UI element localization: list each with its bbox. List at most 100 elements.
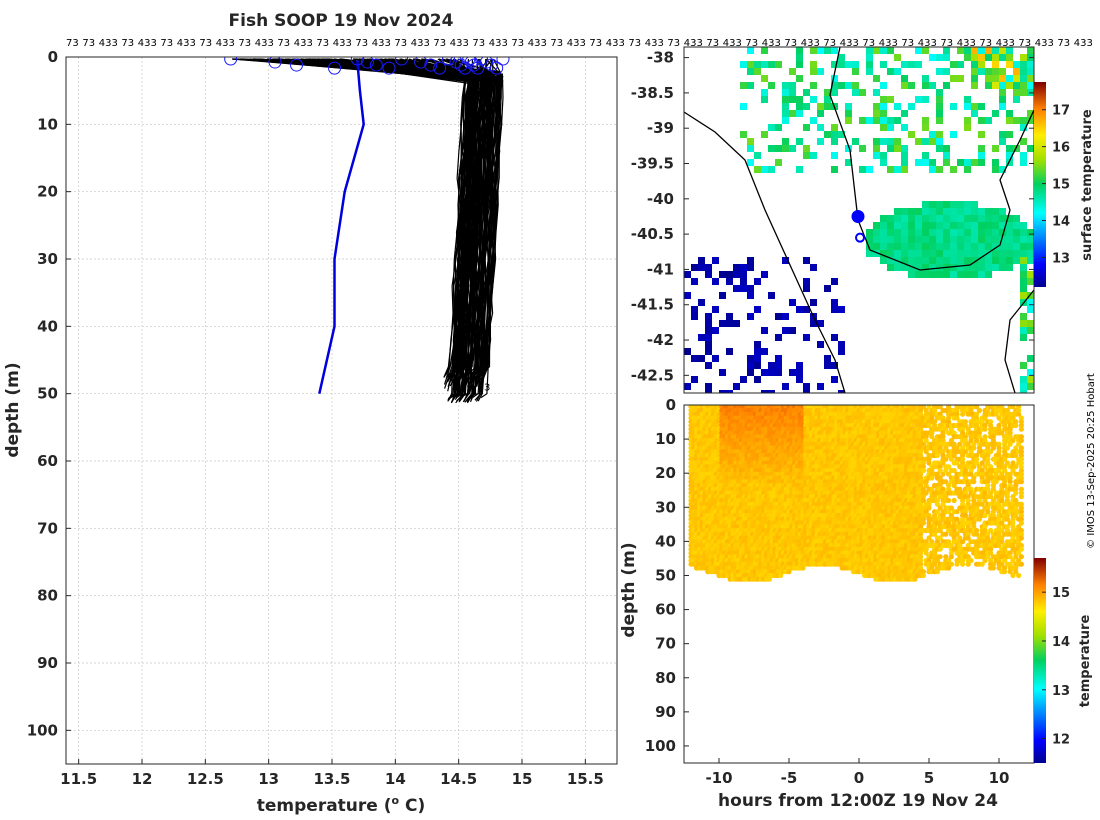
black-profile-line	[252, 58, 486, 379]
sst-pixel	[929, 54, 936, 61]
sst-pixel	[796, 75, 803, 82]
sst-pixel	[810, 61, 817, 68]
section-sample	[923, 509, 929, 515]
sst-pixel	[894, 222, 901, 229]
black-profile-line	[294, 58, 474, 398]
sst-pixel	[971, 54, 978, 61]
sst-pixel	[768, 166, 775, 173]
sst-pixel	[915, 250, 922, 257]
sst-pixel	[957, 47, 964, 54]
sst-pixel	[726, 271, 733, 278]
sst-pixel	[929, 208, 936, 215]
sst-pixel	[1006, 61, 1013, 68]
sst-pixel	[803, 152, 810, 159]
section-sample	[923, 407, 929, 414]
sst-pixel	[803, 306, 810, 313]
section-sample	[926, 505, 932, 511]
sst-pixel	[901, 222, 908, 229]
surface-marker	[360, 57, 374, 69]
section-sample	[923, 449, 929, 455]
sst-pixel	[726, 313, 733, 320]
sst-pixel	[922, 208, 929, 215]
sst-pixel	[908, 243, 915, 250]
sst-pixel	[754, 278, 761, 285]
sst-pixel	[943, 236, 950, 243]
section-sample	[934, 497, 941, 504]
sst-pixel	[922, 250, 929, 257]
black-profile-line	[278, 58, 471, 387]
sst-pixel	[754, 362, 761, 369]
sst-pixel	[887, 243, 894, 250]
sst-pixel	[1013, 145, 1020, 152]
sst-pixel	[775, 145, 782, 152]
sst-pixel	[915, 222, 922, 229]
section-sample	[920, 569, 927, 575]
sst-pixel	[915, 208, 922, 215]
sst-pixel	[733, 320, 740, 327]
sst-pixel	[789, 89, 796, 96]
black-profile-line	[278, 58, 492, 394]
profile-grid	[66, 56, 617, 764]
sst-pixel	[936, 236, 943, 243]
sst-pixel	[775, 313, 782, 320]
sst-pixel	[831, 334, 838, 341]
sst-pixel	[852, 68, 859, 75]
sst-pixel	[950, 75, 957, 82]
sst-pixel	[950, 215, 957, 222]
sst-pixel	[880, 152, 887, 159]
profile-x-tick-label: 15.5	[567, 770, 604, 788]
sst-pixel	[1013, 61, 1020, 68]
sst-pixel	[859, 89, 866, 96]
profile-x-tick-label: 14.5	[440, 770, 477, 788]
sst-pixel	[824, 89, 831, 96]
sst-pixel	[894, 145, 901, 152]
sst-pixel	[964, 47, 971, 54]
sst-pixel	[985, 257, 992, 264]
sst-pixel	[817, 341, 824, 348]
sst-pixel	[775, 369, 782, 376]
section-sample	[937, 520, 943, 526]
sst-pixel	[964, 159, 971, 166]
sst-pixel	[1020, 327, 1027, 334]
section-sample	[923, 434, 929, 440]
sst-pixel	[684, 348, 691, 355]
sst-pixel	[1006, 54, 1013, 61]
surface-marker	[414, 57, 428, 69]
sst-pixel	[726, 278, 733, 285]
sst-pixel	[936, 103, 943, 110]
sst-pixel	[1006, 117, 1013, 124]
black-profile-line	[259, 58, 482, 383]
profile-top-id: 433	[762, 38, 781, 49]
map-colorbar-tick-label: 16	[1052, 141, 1070, 156]
profile-top-id: 433	[528, 38, 547, 49]
map-colorbar-tick-label: 15	[1052, 178, 1070, 193]
sst-pixel	[922, 138, 929, 145]
sst-pixel	[887, 47, 894, 54]
sst-pixel	[1020, 278, 1027, 285]
sst-pixel	[705, 341, 712, 348]
sst-pixel	[1020, 313, 1027, 320]
sst-pixel	[964, 124, 971, 131]
sst-pixel	[999, 131, 1006, 138]
sst-pixel	[1027, 327, 1034, 334]
sst-pixel	[782, 327, 789, 334]
sst-pixel	[1027, 320, 1034, 327]
profile-data: 333	[224, 57, 510, 404]
sst-pixel	[789, 299, 796, 306]
sst-pixel	[880, 222, 887, 229]
sst-pixel	[1006, 75, 1013, 82]
sst-pixel	[1013, 243, 1020, 250]
black-profile-line	[369, 58, 494, 399]
sst-pixel	[929, 131, 936, 138]
sst-pixel	[1006, 257, 1013, 264]
sst-pixel	[768, 292, 775, 299]
sst-pixel	[1027, 75, 1034, 82]
section-sample	[766, 576, 773, 582]
sst-pixel	[901, 215, 908, 222]
sst-pixel	[901, 124, 908, 131]
profile-top-id: 73	[979, 38, 992, 49]
section-sample	[932, 494, 938, 500]
profile-x-label: temperature (o C)	[257, 794, 426, 816]
section-data	[688, 405, 1024, 582]
sst-pixel	[950, 257, 957, 264]
